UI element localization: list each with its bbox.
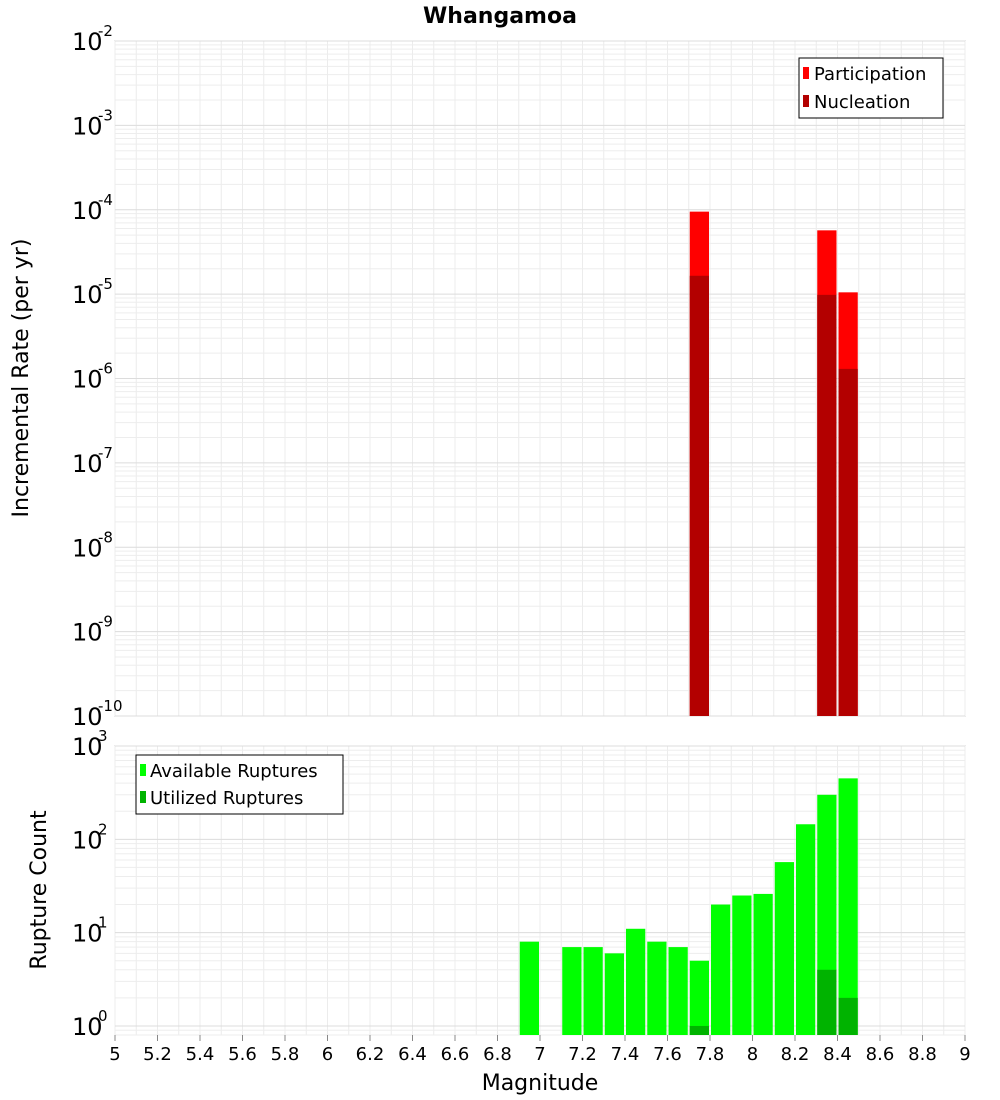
legend-label-available-ruptures: Available Ruptures: [150, 761, 318, 782]
bottom-y-axis-label: Rupture Count: [27, 810, 52, 970]
x-tick-label: 7.2: [568, 1044, 597, 1065]
top-y-tick-exponent: -2: [98, 22, 113, 40]
bar-nucleation: [838, 368, 858, 716]
x-tick-label: 6.2: [356, 1044, 385, 1065]
x-tick-label: 5.2: [143, 1044, 172, 1065]
x-tick-label: 8.2: [781, 1044, 810, 1065]
top-y-tick-exponent: -6: [98, 360, 113, 378]
x-tick-label: 7.6: [653, 1044, 682, 1065]
top-y-tick-exponent: -4: [98, 191, 113, 209]
top-legend: Participation Nucleation: [798, 57, 944, 119]
bar-available-ruptures: [583, 947, 603, 1035]
bar-available-ruptures: [711, 904, 731, 1035]
bottom-y-tick-exponent: 0: [98, 1007, 108, 1025]
x-tick-label: 5: [109, 1044, 120, 1065]
x-tick-label: 9: [959, 1044, 970, 1065]
x-tick-label: 8.4: [823, 1044, 852, 1065]
top-grid: [114, 40, 966, 717]
legend-label-participation: Participation: [814, 64, 926, 85]
x-tick-label: 8: [747, 1044, 758, 1065]
x-axis-label: Magnitude: [482, 1071, 599, 1096]
bottom-y-tick-exponent: 3: [98, 727, 108, 745]
bottom-y-tick-label: 10: [72, 1013, 103, 1041]
top-y-tick-label: 10: [72, 112, 103, 140]
x-tick-label: 5.6: [228, 1044, 257, 1065]
legend-label-utilized-ruptures: Utilized Ruptures: [150, 788, 303, 809]
x-tick-label: 7: [534, 1044, 545, 1065]
bottom-y-tick-label: 10: [72, 920, 103, 948]
top-y-tick-label: 10: [72, 197, 103, 225]
bottom-bars: [519, 778, 858, 1035]
top-y-tick-exponent: -5: [98, 275, 113, 293]
legend-swatch-nucleation: [803, 95, 809, 107]
bar-available-ruptures: [519, 941, 539, 1035]
x-tick-label: 5.4: [186, 1044, 215, 1065]
bar-nucleation: [689, 275, 709, 716]
bar-available-ruptures: [562, 947, 582, 1035]
x-tick-label: 8.6: [866, 1044, 895, 1065]
top-y-tick-exponent: -8: [98, 528, 113, 546]
bottom-y-tick-label: 10: [72, 826, 103, 854]
top-y-tick-label: 10: [72, 450, 103, 478]
x-tick-label: 6.8: [483, 1044, 512, 1065]
bar-available-ruptures: [668, 947, 688, 1035]
x-tick-label: 6.4: [398, 1044, 427, 1065]
bottom-y-tick-exponent: 2: [98, 820, 108, 838]
bar-available-ruptures: [753, 893, 773, 1035]
bottom-y-tick-label: 10: [72, 733, 103, 761]
top-y-tick-label: 10: [72, 703, 103, 731]
top-y-tick-label: 10: [72, 534, 103, 562]
bar-available-ruptures: [689, 960, 709, 1035]
top-y-tick-label: 10: [72, 619, 103, 647]
x-tick-label: 6: [322, 1044, 333, 1065]
x-tick-label: 7.8: [696, 1044, 725, 1065]
x-tick-label: 7.4: [611, 1044, 640, 1065]
x-ticks: 5 5.2 5.4 5.6 5.8 6 6.2 6.4 6.6 6.8 7 7.2 7.4 7.6 7.8 8…: [109, 1035, 971, 1065]
legend-swatch-participation: [803, 67, 809, 79]
top-y-tick-label: 10: [72, 281, 103, 309]
legend-swatch-available-ruptures: [140, 764, 146, 776]
top-y-tick-label: 10: [72, 366, 103, 394]
bar-nucleation: [817, 294, 837, 716]
legend-label-nucleation: Nucleation: [814, 92, 910, 113]
bar-utilized-ruptures: [838, 997, 858, 1035]
bar-available-ruptures: [647, 941, 667, 1035]
top-y-tick-exponent: -7: [98, 444, 113, 462]
bottom-legend-box: [135, 754, 344, 815]
bar-available-ruptures: [626, 928, 646, 1035]
bottom-y-tick-exponent: 1: [98, 914, 108, 932]
x-tick-label: 8.8: [908, 1044, 937, 1065]
bar-available-ruptures: [796, 824, 816, 1035]
chart-title: Whangamoa: [423, 4, 577, 29]
top-y-axis-label: Incremental Rate (per yr): [9, 239, 34, 518]
bar-available-ruptures: [838, 778, 858, 1035]
bottom-legend: Available Ruptures Utilized Ruptures: [135, 754, 344, 815]
top-y-tick-exponent: -10: [98, 697, 123, 715]
top-y-tick-exponent: -9: [98, 613, 113, 631]
top-legend-box: [798, 57, 944, 119]
bar-available-ruptures: [774, 862, 794, 1035]
bar-utilized-ruptures: [689, 1025, 709, 1035]
top-y-tick-label: 10: [72, 28, 103, 56]
top-y-tick-exponent: -3: [98, 106, 113, 124]
legend-swatch-utilized-ruptures: [140, 791, 146, 803]
bar-utilized-ruptures: [817, 969, 837, 1035]
bar-available-ruptures: [732, 895, 752, 1035]
x-tick-label: 6.6: [441, 1044, 470, 1065]
top-bars: [689, 211, 858, 716]
bar-available-ruptures: [604, 953, 624, 1035]
x-tick-label: 5.8: [271, 1044, 300, 1065]
